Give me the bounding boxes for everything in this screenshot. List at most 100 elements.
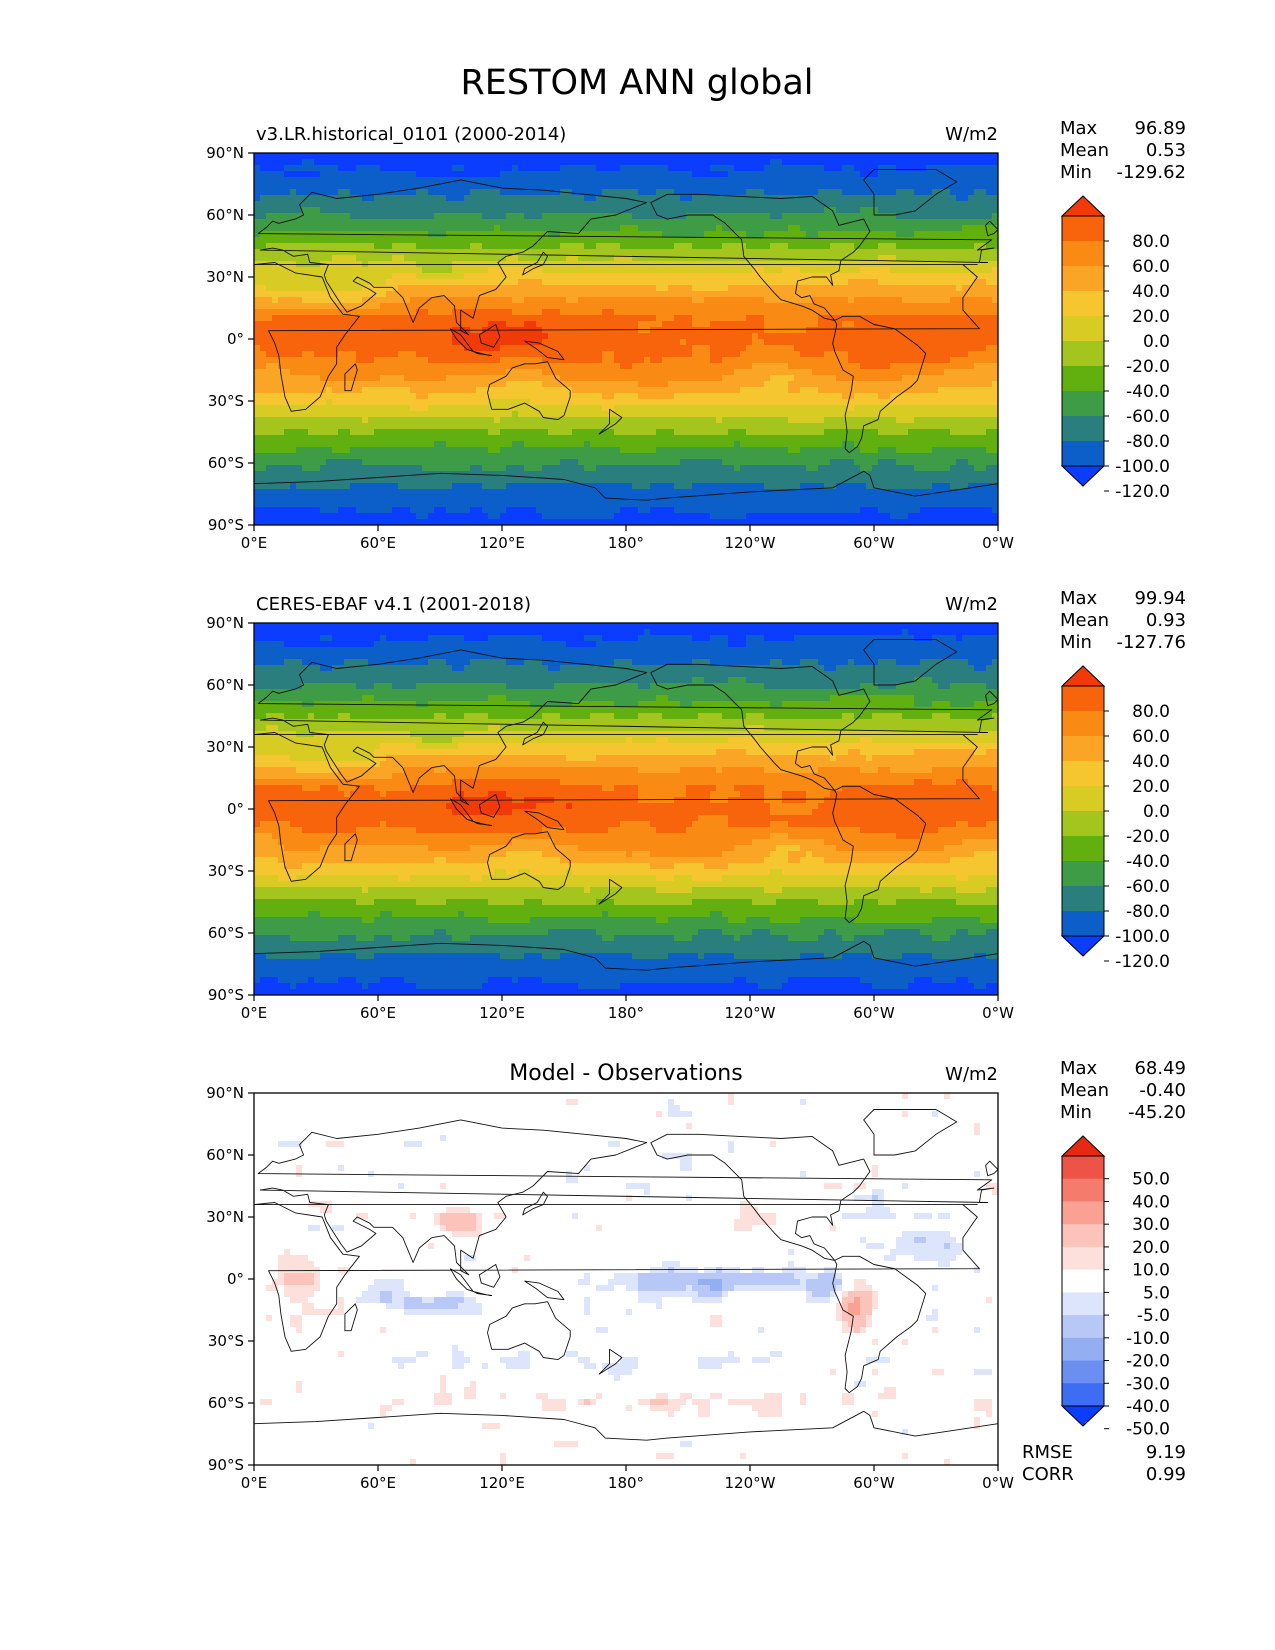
grid-cell [536, 249, 543, 256]
grid-cell [428, 153, 435, 160]
grid-cell [566, 189, 573, 196]
grid-cell [944, 327, 951, 334]
grid-cell [596, 375, 603, 382]
grid-cell [308, 381, 315, 388]
grid-cell [374, 387, 381, 394]
grid-cell [740, 291, 747, 298]
grid-cell [944, 279, 951, 286]
grid-cell [854, 231, 861, 238]
grid-cell [488, 297, 495, 304]
grid-cell [962, 243, 969, 250]
grid-cell [644, 321, 651, 328]
grid-cell [380, 315, 387, 322]
grid-cell [566, 255, 573, 262]
grid-cell [296, 219, 303, 226]
grid-cell [770, 231, 777, 238]
grid-cell [692, 291, 699, 298]
grid-cell [692, 189, 699, 196]
grid-cell [422, 321, 429, 328]
grid-cell [254, 309, 261, 316]
grid-cell [266, 351, 273, 358]
grid-cell [932, 351, 939, 358]
grid-cell [272, 345, 279, 352]
grid-cell [992, 153, 998, 160]
grid-cell [434, 393, 441, 400]
grid-cell [668, 279, 675, 286]
grid-cell [764, 213, 771, 220]
grid-cell [482, 363, 489, 370]
grid-cell [890, 309, 897, 316]
grid-cell [890, 159, 897, 166]
grid-cell [704, 321, 711, 328]
grid-cell [260, 213, 267, 220]
grid-cell [746, 183, 753, 190]
grid-cell [650, 369, 657, 376]
grid-cell [638, 357, 645, 364]
grid-cell [422, 297, 429, 304]
grid-cell [944, 201, 951, 208]
grid-cell [254, 225, 261, 232]
grid-cell [470, 165, 477, 172]
grid-cell [464, 243, 471, 250]
grid-cell [938, 351, 945, 358]
grid-cell [782, 369, 789, 376]
grid-cell [386, 393, 393, 400]
grid-cell [932, 339, 939, 346]
grid-cell [800, 165, 807, 172]
grid-cell [332, 339, 339, 346]
grid-cell [836, 249, 843, 256]
grid-cell [620, 333, 627, 340]
grid-cell [908, 387, 915, 394]
grid-cell [404, 171, 411, 178]
grid-cell [404, 243, 411, 250]
grid-cell [326, 285, 333, 292]
grid-cell [332, 165, 339, 172]
grid-cell [374, 315, 381, 322]
grid-cell [338, 351, 345, 358]
grid-cell [950, 309, 957, 316]
grid-cell [932, 219, 939, 226]
grid-cell [380, 273, 387, 280]
grid-cell [782, 189, 789, 196]
grid-cell [860, 207, 867, 214]
grid-cell [860, 255, 867, 262]
grid-cell [452, 339, 459, 346]
grid-cell [788, 273, 795, 280]
grid-cell [494, 219, 501, 226]
grid-cell [902, 225, 909, 232]
grid-cell [728, 249, 735, 256]
grid-cell [656, 171, 663, 178]
grid-cell [470, 303, 477, 310]
grid-cell [710, 297, 717, 304]
grid-cell [914, 249, 921, 256]
grid-cell [260, 351, 267, 358]
grid-cell [776, 201, 783, 208]
grid-cell [440, 189, 447, 196]
grid-cell [644, 309, 651, 316]
grid-cell [530, 195, 537, 202]
grid-cell [860, 249, 867, 256]
grid-cell [572, 195, 579, 202]
grid-cell [986, 213, 993, 220]
grid-cell [716, 309, 723, 316]
grid-cell [530, 159, 537, 166]
grid-cell [608, 291, 615, 298]
grid-cell [662, 195, 669, 202]
grid-cell [314, 219, 321, 226]
grid-cell [716, 237, 723, 244]
grid-cell [320, 183, 327, 190]
grid-cell [836, 333, 843, 340]
grid-cell [482, 273, 489, 280]
grid-cell [848, 363, 855, 370]
grid-cell [590, 249, 597, 256]
grid-cell [698, 279, 705, 286]
grid-cell [968, 171, 975, 178]
grid-cell [932, 171, 939, 178]
grid-cell [272, 309, 279, 316]
grid-cell [962, 381, 969, 388]
grid-cell [716, 351, 723, 358]
grid-cell [962, 213, 969, 220]
grid-cell [392, 171, 399, 178]
grid-cell [608, 255, 615, 262]
grid-cell [824, 177, 831, 184]
